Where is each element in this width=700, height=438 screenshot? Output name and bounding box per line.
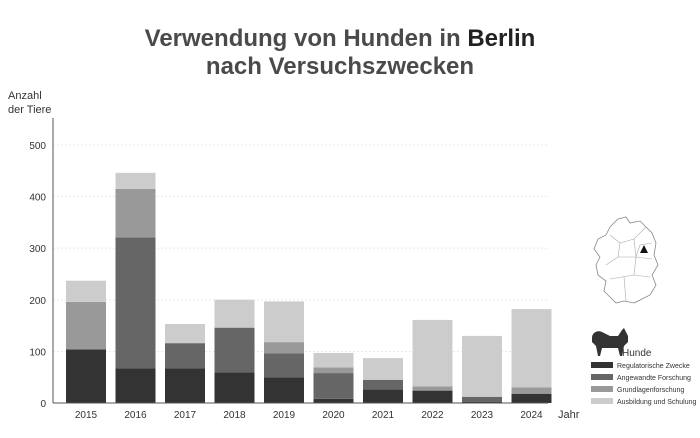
title-prefix: Verwendung von Hunden in	[144, 25, 468, 52]
legend-swatch	[591, 386, 613, 392]
bar-segment	[214, 372, 255, 403]
bar-segment	[412, 319, 453, 387]
bar-segment	[511, 393, 552, 403]
bar-segment	[115, 172, 156, 189]
bar-segment	[313, 373, 354, 399]
y-tick-label: 500	[29, 141, 46, 152]
bar-segment	[214, 299, 255, 328]
bar-segment	[313, 367, 354, 374]
y-tick-labels: 0 100 200 300 400 500	[29, 141, 46, 410]
bar-segment	[412, 390, 453, 403]
bar-segment	[363, 389, 403, 403]
bar-segment	[412, 386, 453, 391]
y-axis-label-line2: der Tiere	[8, 104, 51, 116]
x-tick-label: 2015	[75, 410, 98, 421]
x-tick-label: 2018	[223, 410, 246, 421]
bar-segment	[363, 358, 403, 380]
x-tick-label: 2020	[322, 410, 345, 421]
y-tick-label: 200	[29, 296, 46, 307]
bar-segment	[115, 368, 156, 403]
legend-label: Angewandte Forschung	[617, 375, 691, 382]
y-tick-label: 100	[29, 347, 46, 358]
legend-swatch	[591, 362, 613, 368]
bar-segment	[462, 335, 502, 397]
berlin-marker	[640, 245, 648, 253]
bar-segment	[66, 301, 106, 350]
chart-title-line2: nach Versuchszwecken	[205, 53, 475, 80]
bar-segment	[66, 349, 106, 403]
x-tick-label: 2016	[124, 410, 147, 421]
x-tick-label: 2017	[174, 410, 197, 421]
bar-segment	[264, 377, 304, 403]
chart-title-line1: Verwendung von Hunden in Berlin	[0, 24, 680, 54]
bar-segment	[66, 280, 106, 302]
title-highlight: Berlin	[467, 25, 536, 52]
x-tick-label: 2019	[273, 410, 296, 421]
legend-animal-label: Hunde	[622, 348, 652, 359]
legend-label: Grundlagenforschung	[617, 387, 684, 394]
bar-segment	[462, 401, 502, 403]
legend-label: Ausbildung und Schulung	[617, 399, 697, 406]
legend-swatch	[591, 398, 613, 404]
legend-label: Regulatorische Zwecke	[617, 363, 690, 370]
bar-segment	[511, 309, 552, 388]
legend-swatch	[591, 374, 613, 380]
bar-segment	[264, 342, 304, 354]
x-axis-label: Jahr	[558, 409, 580, 421]
bar-segment	[264, 353, 304, 378]
bar-segment	[115, 188, 156, 238]
x-tick-label: 2024	[520, 410, 543, 421]
legend: Regulatorische Zwecke Angewandte Forschun…	[591, 362, 697, 406]
y-tick-label: 300	[29, 244, 46, 255]
bar-segment	[214, 327, 255, 373]
x-tick-label: 2023	[471, 410, 494, 421]
y-tick-label: 0	[40, 399, 46, 410]
x-tick-label: 2021	[372, 410, 395, 421]
germany-map-icon	[593, 216, 659, 304]
bar-segment	[165, 324, 205, 344]
dog-icon	[592, 328, 628, 356]
bar-segment	[462, 396, 502, 402]
bar-segment	[363, 379, 403, 390]
bar-segment	[264, 301, 304, 343]
bar-segment	[165, 343, 205, 369]
bar-segment	[313, 398, 354, 403]
y-tick-label: 400	[29, 193, 46, 204]
y-axis-label-line1: Anzahl	[8, 90, 42, 102]
bar-segment	[511, 387, 552, 394]
bar-segment	[115, 237, 156, 369]
bar-segment	[165, 368, 205, 403]
x-tick-label: 2022	[421, 410, 444, 421]
bar-segment	[313, 352, 354, 368]
x-tick-labels: 2015 2016 2017 2018 2019 2020 2021 2022 2023 2024	[75, 410, 543, 421]
bars	[66, 172, 552, 403]
